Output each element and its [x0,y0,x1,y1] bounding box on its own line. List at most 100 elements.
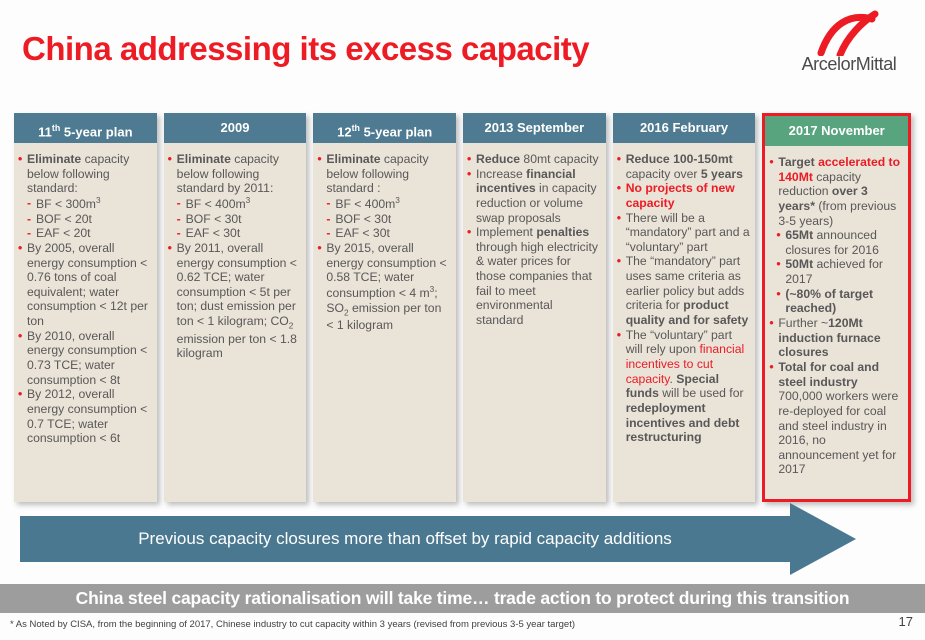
text-segment: th [51,123,61,133]
column-12th-5-year-plan: 12th 5-year plan • Eliminate capacity belo… [313,113,457,502]
text-segment: 5-year plan [359,124,433,140]
bullet-text: 65Mt announced closures for 2016 [785,228,903,257]
column-2009: 2009 • Eliminate capacity below following … [163,113,307,502]
dash-marker: - [176,195,181,210]
bullet-text: Eliminate capacity below following stand… [27,152,152,196]
bullet-marker: • [776,228,781,243]
text-segment: Eliminate [27,152,82,166]
bullet-item: • Eliminate capacity below following stan… [18,152,152,196]
text-segment: Total for coal and steel industry [778,359,880,389]
arrow-banner-label: Previous capacity closures more than off… [138,529,672,548]
text-segment: 2 [343,306,349,317]
text-segment: By 2015, overall energy consumption < 0.… [326,240,447,300]
bullet-text: EAF < 30t [335,226,451,241]
text-segment: 5-year plan [60,124,133,140]
text-segment: BOF < 30t [335,211,392,226]
text-segment: financial incentives to cut capacity [625,342,745,386]
text-segment: (from previous 3-5 years) [778,198,897,228]
bullet-item: • (~80% of target reached) [769,287,903,316]
bullet-item: • Eliminate capacity below following stan… [317,152,451,196]
text-segment: 2009 [220,120,250,135]
bullet-marker: • [18,152,23,166]
bullet-item: • Increase financial incentives in capaci… [467,167,601,226]
bullet-text: Eliminate capacity below following stand… [177,152,302,196]
text-segment: EAF < 20t [36,226,91,241]
bottom-banner: China steel capacity rationalisation wil… [0,584,925,613]
text-segment: 2013 September [484,120,585,135]
text-segment: through high electricity & water prices … [476,239,598,328]
bullet-item: - BOF < 30t [317,212,451,227]
dash-marker: - [326,195,331,210]
text-segment: 5 years [700,166,743,181]
bullet-text: By 2010, overall energy consumption < 0.… [27,329,152,388]
bullet-item: - BOF < 20t [18,212,152,227]
bullet-marker: • [18,387,23,402]
column-2017-november: 2017 November • Target accelerated to 140M… [762,113,912,502]
bullet-text: By 2005, overall energy consumption < 0.… [27,241,152,329]
bullet-marker: • [317,152,322,166]
text-segment: Implement [476,225,537,240]
bullet-text: The “voluntary” part will rely upon fina… [626,328,751,445]
bullet-marker: • [616,327,621,342]
text-segment: redeployment incentives and debt restruc… [625,400,740,445]
footnote: * As Noted by CISA, from the beginning o… [10,619,575,630]
text-segment: Reduce [476,152,521,166]
text-segment: Eliminate [176,152,231,166]
bullet-marker: • [769,359,774,374]
text-segment: 11 [38,124,52,140]
bullet-marker: • [776,286,781,301]
bullet-marker: • [467,166,472,181]
text-segment: There will be a “mandatory” part and a “… [625,210,750,254]
bullet-marker: • [616,254,621,269]
text-segment: 120Mt induction furnace closures [778,316,881,360]
bullet-item: - EAF < 30t [168,226,302,241]
text-segment: . [669,371,677,386]
text-segment: capacity over [625,166,701,181]
bullet-text: By 2011, overall energy consumption < 0.… [177,241,302,361]
text-segment: announced closures for 2016 [785,228,879,257]
logo-text: ArcelorMittal [801,54,897,74]
page-number: 17 [898,614,913,629]
text-segment: BF < 400m [335,196,396,211]
bullet-text: Further ~120Mt induction furnace closure… [778,316,903,360]
arcelormittal-mark-icon [817,10,879,56]
column-body-11th-5-year-plan: • Eliminate capacity below following stan… [14,143,157,502]
column-header-2017-november: 2017 November [765,116,909,146]
text-segment: 3 [395,194,400,205]
arrow-banner: Previous capacity closures more than off… [20,516,790,562]
bullet-item: • Further ~120Mt induction furnace closur… [769,316,903,360]
text-segment: achieved for 2017 [785,257,883,287]
bullet-item: • Reduce 80mt capacity [467,152,601,167]
bullet-list: • Reduce 80mt capacity • Increase financial… [467,152,601,328]
bullet-text: By 2015, overall energy consumption < 0.… [326,241,451,333]
text-segment: ; SO [326,285,438,315]
bullet-marker: • [167,240,172,255]
text-segment: Further ~ [778,316,829,331]
text-segment: over 3 years* [778,184,868,213]
bullet-text: Total for coal and steel industry 700,00… [778,360,903,477]
bullet-text: BF < 400m3 [186,195,302,212]
bullet-text: By 2012, overall energy consumption < 0.… [27,387,152,446]
bullet-marker: • [616,181,621,196]
bullet-marker: • [467,152,472,166]
bullet-item: - EAF < 30t [317,226,451,241]
bullet-item: • 50Mt achieved for 2017 [769,257,903,286]
bullet-item: • Implement penalties through high electr… [467,225,601,327]
bullet-text: No projects of new capacity [626,181,751,210]
bullet-list: • Eliminate capacity below following stan… [168,152,302,361]
text-segment: 2 [288,320,294,331]
text-segment: Target [778,155,819,169]
bullet-item: • By 2015, overall energy consumption < 0… [317,241,451,333]
bullet-text: BF < 400m3 [335,194,451,212]
column-2013-september: 2013 September • Reduce 80mt capacity • Incr… [463,113,606,502]
text-segment: By 2005, overall energy consumption < 0.… [27,240,148,329]
bullet-item: • There will be a “mandatory” part and a … [617,211,751,255]
bullet-marker: • [467,225,472,240]
dash-marker: - [27,226,32,241]
bullet-item: - BF < 400m3 [168,195,302,212]
column-header-12th-5-year-plan: 12th 5-year plan [313,113,457,143]
text-segment: 50Mt [785,257,814,272]
bullet-text: 50Mt achieved for 2017 [785,257,903,286]
column-body-2017-november: • Target accelerated to 140Mt capacity re… [765,146,909,499]
text-segment: (~80% of target reached) [785,286,874,316]
